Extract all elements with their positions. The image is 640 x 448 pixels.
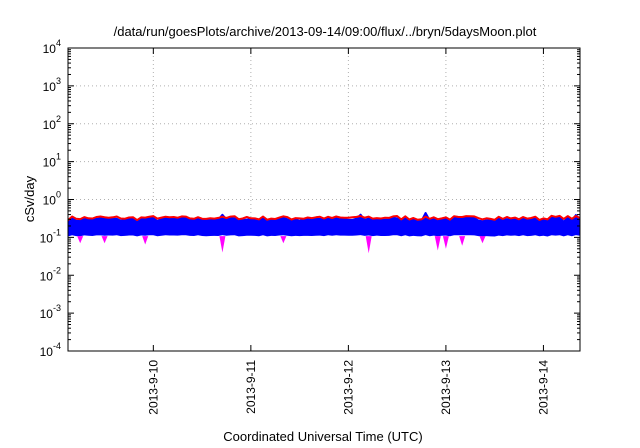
series-0-dip	[280, 236, 287, 244]
series-0-dip	[459, 236, 466, 246]
series-0-dip	[365, 236, 372, 254]
series-0-dip	[142, 236, 149, 245]
x-tick-label: 2013-9-12	[341, 360, 355, 415]
y-axis: 10-4 10-3 10-2 10-1 100 101 102 103 104	[40, 38, 580, 359]
x-tick-label: 2013-9-14	[536, 360, 550, 415]
series-0-dip	[434, 236, 441, 251]
y-tick-label: 101	[43, 152, 61, 170]
series-0-dip	[101, 236, 108, 244]
series-5-line	[68, 214, 580, 222]
series-4-line	[68, 212, 580, 223]
y-tick-label: 102	[43, 114, 61, 132]
y-tick-label: 100	[43, 190, 61, 208]
y-tick-label: 10-2	[40, 265, 61, 283]
below-band-background	[68, 235, 580, 351]
x-tick-label: 2013-9-10	[146, 360, 160, 415]
x-axis: 2013-9-10 2013-9-11 2013-9-12 2013-9-13 2013…	[146, 48, 550, 415]
chart-title: /data/run/goesPlots/archive/2013-09-14/0…	[114, 24, 537, 39]
y-axis-label: cSv/day	[22, 175, 37, 222]
y-tick-label: 10-4	[40, 341, 61, 359]
series-0-dip	[219, 236, 226, 253]
y-tick-label: 10-3	[40, 303, 61, 321]
series-0-dip	[442, 236, 449, 249]
y-tick-label: 10-1	[40, 227, 61, 245]
series-0-dip	[77, 236, 84, 244]
x-tick-label: 2013-9-13	[439, 360, 453, 415]
x-axis-label: Coordinated Universal Time (UTC)	[223, 429, 422, 444]
y-tick-label: 104	[43, 38, 61, 56]
x-tick-label: 2013-9-11	[244, 360, 258, 414]
series-0-dip	[479, 236, 486, 244]
series-layer	[68, 212, 580, 351]
y-tick-label: 103	[43, 76, 61, 94]
